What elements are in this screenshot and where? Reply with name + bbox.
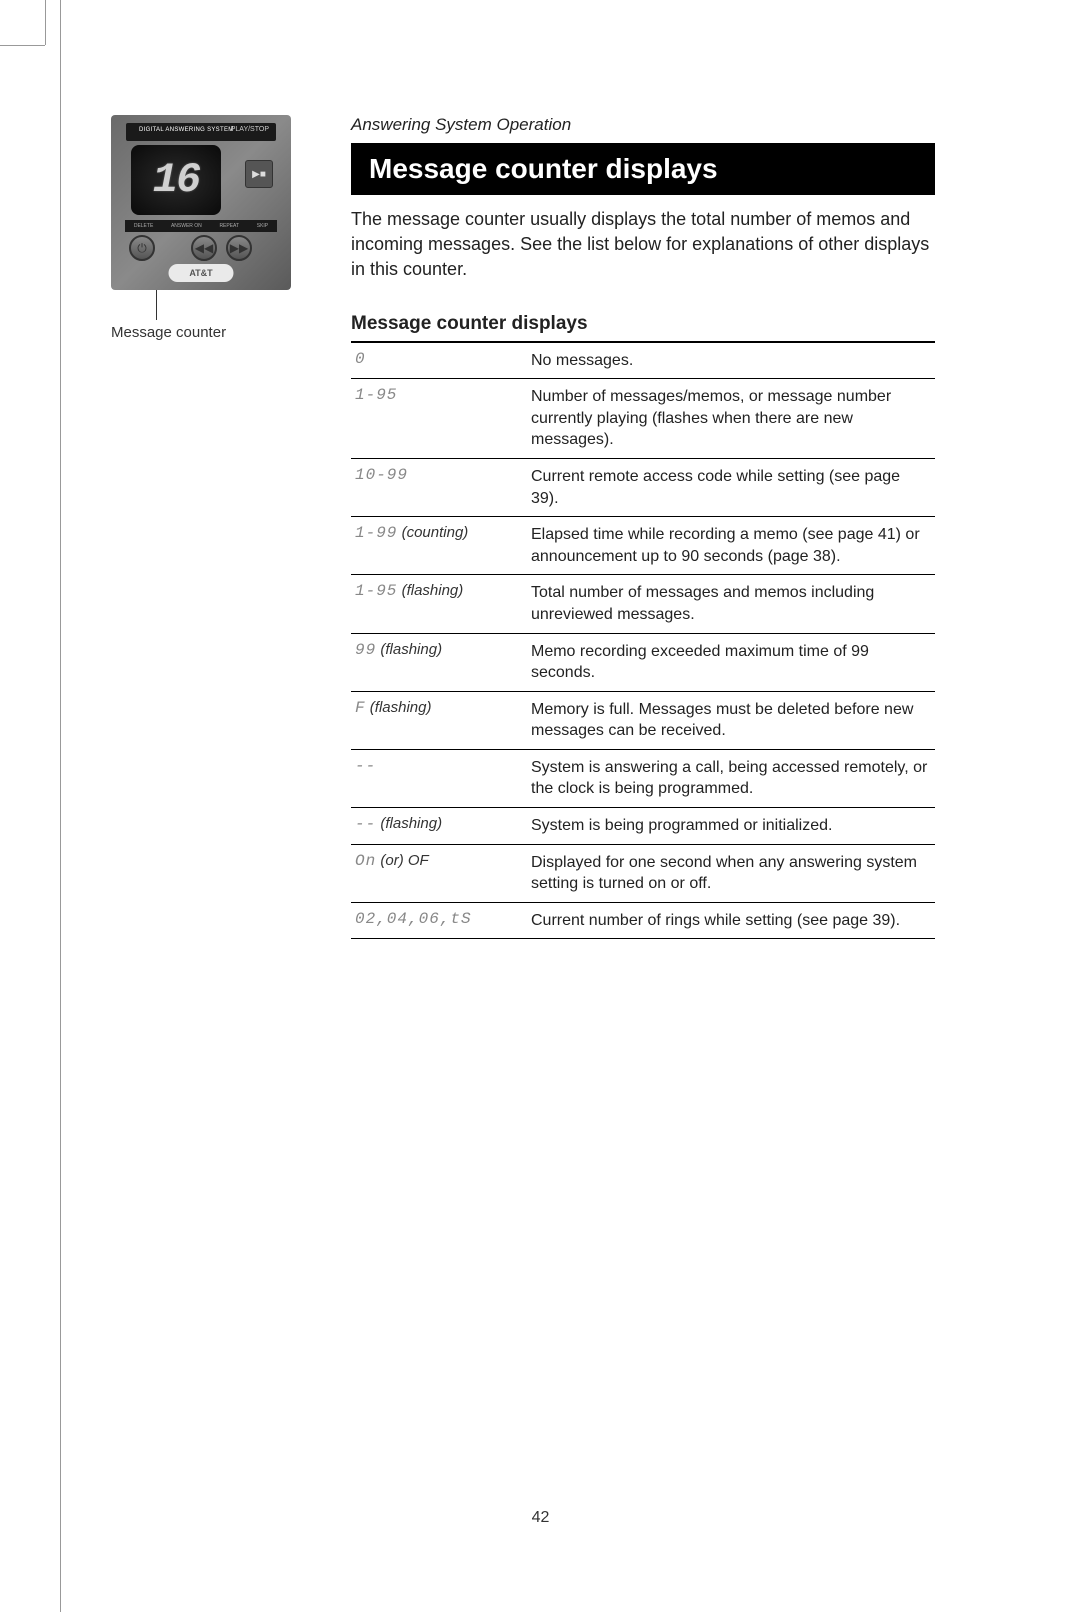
table-heading: Message counter displays — [351, 313, 935, 343]
display-code: 1-99 (counting) — [351, 524, 531, 567]
display-description: System is answering a call, being access… — [531, 757, 935, 800]
display-description: Elapsed time while recording a memo (see… — [531, 524, 935, 567]
table-row: 1-99 (counting)Elapsed time while record… — [351, 517, 935, 575]
display-description: Current number of rings while setting (s… — [531, 910, 935, 932]
table-row: -- (flashing)System is being programmed … — [351, 808, 935, 845]
intro-paragraph: The message counter usually displays the… — [351, 207, 935, 283]
display-code: 99 (flashing) — [351, 641, 531, 684]
power-icon: ⏻ — [129, 235, 155, 261]
table-row: 99 (flashing)Memo recording exceeded max… — [351, 634, 935, 692]
att-logo: AT&T — [169, 264, 234, 282]
display-code: On (or) OF — [351, 852, 531, 895]
table-row: 1-95Number of messages/memos, or message… — [351, 379, 935, 459]
content-area: DIGITAL ANSWERING SYSTEM PLAY/STOP 16 ▶■… — [61, 0, 1020, 939]
left-column: DIGITAL ANSWERING SYSTEM PLAY/STOP 16 ▶■… — [111, 115, 321, 939]
display-code: 10-99 — [351, 466, 531, 509]
photo-system-label: DIGITAL ANSWERING SYSTEM — [139, 127, 234, 133]
display-code: 1-95 (flashing) — [351, 582, 531, 625]
displays-table: 0No messages.1-95Number of messages/memo… — [351, 343, 935, 940]
rewind-icon: ◀◀ — [191, 235, 217, 261]
display-description: Memo recording exceeded maximum time of … — [531, 641, 935, 684]
callout-line — [156, 290, 157, 320]
section-breadcrumb: Answering System Operation — [351, 115, 935, 135]
table-row: On (or) OFDisplayed for one second when … — [351, 845, 935, 903]
display-description: Displayed for one second when any answer… — [531, 852, 935, 895]
manual-page: DIGITAL ANSWERING SYSTEM PLAY/STOP 16 ▶■… — [60, 0, 1020, 1612]
display-description: Number of messages/memos, or message num… — [531, 386, 935, 451]
device-photo: DIGITAL ANSWERING SYSTEM PLAY/STOP 16 ▶■… — [111, 115, 291, 290]
table-row: 02,04,06,tSCurrent number of rings while… — [351, 903, 935, 940]
table-row: F (flashing)Memory is full. Messages mus… — [351, 692, 935, 750]
table-row: 1-95 (flashing)Total number of messages … — [351, 575, 935, 633]
play-pause-icon: ▶■ — [245, 160, 273, 188]
forward-icon: ▶▶ — [226, 235, 252, 261]
right-column: Answering System Operation Message count… — [351, 115, 935, 939]
message-counter-display: 16 — [131, 145, 221, 215]
display-description: Memory is full. Messages must be deleted… — [531, 699, 935, 742]
display-description: No messages. — [531, 350, 935, 372]
page-number: 42 — [532, 1509, 550, 1527]
display-code: 1-95 — [351, 386, 531, 451]
display-description: Total number of messages and memos inclu… — [531, 582, 935, 625]
display-code: F (flashing) — [351, 699, 531, 742]
display-description: Current remote access code while setting… — [531, 466, 935, 509]
button-label-strip: DELETE ANSWER ON REPEAT SKIP — [125, 220, 277, 232]
counter-value: 16 — [153, 156, 199, 204]
table-row: 0No messages. — [351, 343, 935, 380]
page-title: Message counter displays — [351, 143, 935, 195]
photo-playstop-label: PLAY/STOP — [231, 126, 269, 133]
display-code: 02,04,06,tS — [351, 910, 531, 932]
display-code: -- — [351, 757, 531, 800]
table-row: 10-99Current remote access code while se… — [351, 459, 935, 517]
photo-caption: Message counter — [111, 324, 321, 341]
display-description: System is being programmed or initialize… — [531, 815, 935, 837]
display-code: -- (flashing) — [351, 815, 531, 837]
table-row: --System is answering a call, being acce… — [351, 750, 935, 808]
display-code: 0 — [351, 350, 531, 372]
